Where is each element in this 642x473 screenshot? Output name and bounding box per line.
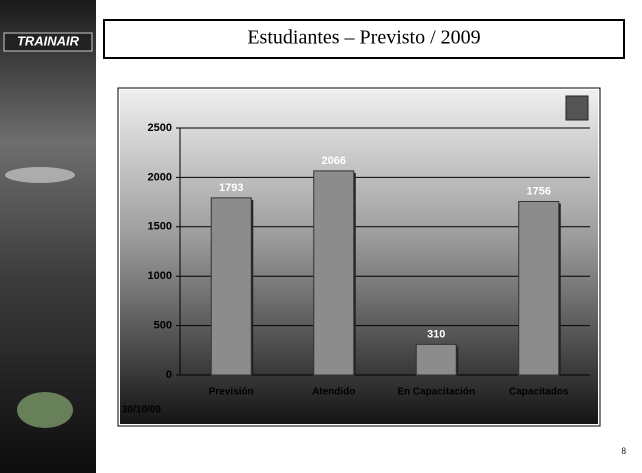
value-label: 310 (427, 328, 445, 340)
y-tick-label: 500 (154, 320, 172, 332)
chart-title: Estudiantes – Previsto / 2009 (247, 27, 480, 49)
logo: TRAINAIR (17, 33, 80, 48)
y-tick-label: 1500 (148, 221, 172, 233)
logo-box (3, 32, 93, 52)
bar (313, 170, 355, 376)
y-tick-label: 0 (166, 369, 172, 381)
x-tick-label: En Capacitación (397, 387, 475, 398)
bar (518, 201, 560, 376)
date: 30/10/09 (122, 405, 161, 416)
y-tick-label: 2500 (148, 122, 172, 134)
x-tick-label: Capacitados (509, 387, 569, 398)
bar (210, 197, 252, 376)
flag-decor (17, 392, 73, 428)
title-box (103, 19, 625, 59)
emblem (565, 95, 589, 121)
bar (415, 343, 457, 376)
page-number: 8 (622, 446, 627, 456)
value-label: 2066 (322, 155, 346, 167)
plane-decor (5, 167, 75, 183)
y-tick-label: 2000 (148, 171, 172, 183)
x-tick-label: Previsión (209, 387, 254, 398)
value-label: 1756 (527, 185, 551, 197)
y-tick-label: 1000 (148, 270, 172, 282)
value-label: 1793 (219, 182, 243, 194)
x-tick-label: Atendido (312, 387, 355, 398)
